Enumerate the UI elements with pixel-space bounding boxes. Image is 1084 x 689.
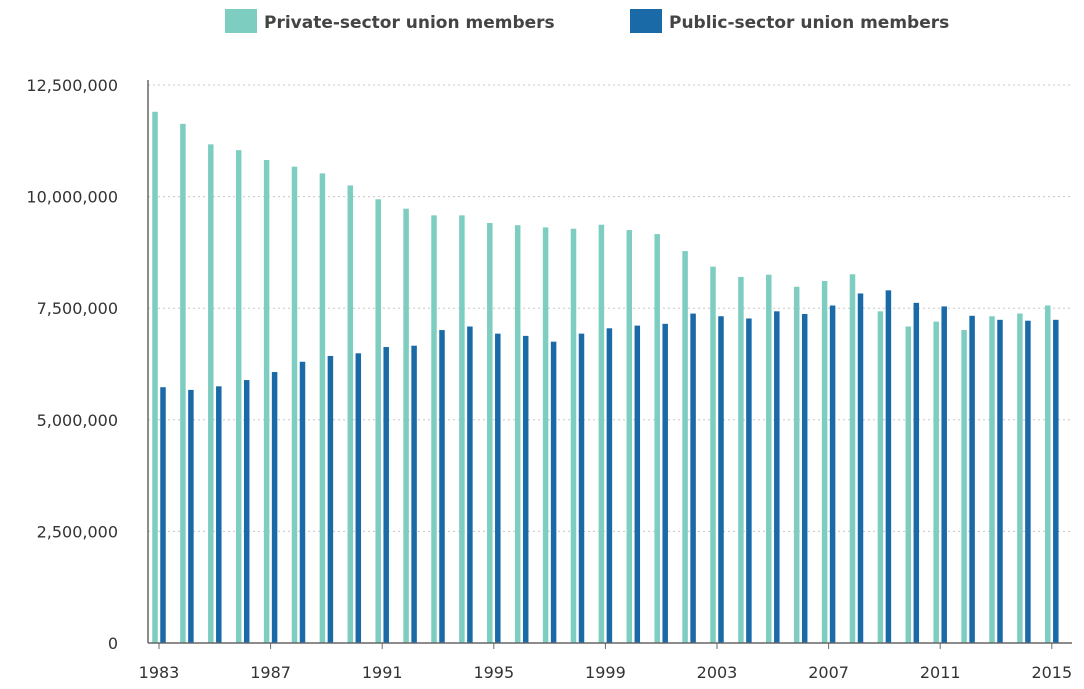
bar-public-2010 bbox=[913, 302, 920, 643]
bar-public-2015 bbox=[1053, 319, 1059, 643]
bar-private-1988 bbox=[291, 166, 298, 643]
bar-public-1993 bbox=[439, 330, 445, 643]
y-tick-label: 10,000,000 bbox=[26, 188, 118, 207]
bar-private-2007 bbox=[821, 280, 828, 643]
bar-public-2012 bbox=[969, 315, 975, 643]
bar-private-1999 bbox=[598, 224, 605, 643]
bar-private-1994 bbox=[459, 215, 465, 643]
bar-private-2010 bbox=[905, 326, 912, 643]
bar-private-1997 bbox=[542, 227, 549, 643]
bar-private-1985 bbox=[208, 144, 214, 643]
bar-private-1990 bbox=[347, 185, 354, 643]
bar-private-2003 bbox=[710, 266, 716, 643]
bar-private-1984 bbox=[180, 123, 186, 644]
bar-private-1991 bbox=[375, 199, 381, 643]
bar-private-1996 bbox=[514, 225, 521, 644]
bar-private-1983 bbox=[152, 111, 158, 643]
bar-private-1989 bbox=[319, 173, 326, 643]
bar-private-2001 bbox=[654, 234, 660, 643]
bar-public-2002 bbox=[690, 313, 696, 643]
legend-swatch-1 bbox=[630, 9, 662, 33]
bar-public-1991 bbox=[383, 347, 389, 643]
bar-public-2006 bbox=[801, 314, 808, 643]
bar-private-2013 bbox=[989, 316, 995, 643]
bar-private-2009 bbox=[877, 311, 884, 643]
bar-public-2008 bbox=[857, 293, 864, 643]
x-tick-label: 1995 bbox=[473, 663, 514, 682]
bar-public-1994 bbox=[467, 326, 473, 643]
x-tick-label: 2007 bbox=[808, 663, 849, 682]
legend-label-0: Private-sector union members bbox=[264, 13, 555, 33]
bar-private-2004 bbox=[738, 276, 744, 643]
x-tick-label: 1999 bbox=[585, 663, 626, 682]
legend-swatch-0 bbox=[225, 9, 257, 33]
x-tick-label: 1987 bbox=[250, 663, 291, 682]
y-tick-label: 12,500,000 bbox=[26, 76, 118, 95]
bar-private-2006 bbox=[793, 286, 800, 643]
bar-public-1986 bbox=[243, 380, 250, 643]
bar-public-1987 bbox=[271, 372, 278, 643]
bar-public-1995 bbox=[495, 333, 501, 643]
bar-public-2005 bbox=[774, 311, 780, 643]
bar-public-2009 bbox=[885, 290, 892, 643]
bar-public-2001 bbox=[662, 323, 668, 643]
y-tick-label: 7,500,000 bbox=[37, 299, 118, 318]
y-tick-label: 2,500,000 bbox=[37, 522, 118, 541]
x-tick-label: 2003 bbox=[697, 663, 738, 682]
bar-public-1992 bbox=[411, 345, 417, 643]
bar-public-2013 bbox=[997, 319, 1003, 643]
bar-private-2008 bbox=[849, 274, 856, 643]
bar-private-2002 bbox=[682, 251, 688, 643]
bar-private-2014 bbox=[1017, 313, 1023, 643]
legend: Private-sector union members Public-secto… bbox=[225, 9, 949, 33]
x-axis-tick-labels: 1983 1987 1991 1995 1999 2003 2007 2011 2015 bbox=[139, 643, 1072, 682]
x-tick-label: 1983 bbox=[139, 663, 180, 682]
bar-public-1988 bbox=[299, 361, 306, 643]
bar-private-2000 bbox=[626, 230, 633, 643]
bar-private-1998 bbox=[570, 228, 577, 644]
bar-private-1995 bbox=[487, 222, 493, 643]
bar-public-1983 bbox=[160, 387, 166, 643]
x-tick-label: 1991 bbox=[362, 663, 403, 682]
bar-public-2004 bbox=[746, 318, 752, 643]
bar-private-1986 bbox=[235, 150, 242, 644]
bar-public-1996 bbox=[522, 335, 529, 643]
x-tick-label: 2011 bbox=[920, 663, 961, 682]
bar-public-2014 bbox=[1025, 320, 1031, 643]
bar-public-2000 bbox=[634, 325, 641, 643]
bar-private-1992 bbox=[403, 208, 409, 643]
bar-public-1984 bbox=[188, 389, 194, 643]
bar-public-1989 bbox=[327, 355, 334, 643]
bar-private-1993 bbox=[431, 215, 437, 643]
y-tick-label: 0 bbox=[108, 634, 118, 653]
bar-public-1997 bbox=[550, 341, 557, 643]
bar-public-2003 bbox=[718, 316, 724, 643]
bar-public-1998 bbox=[578, 333, 585, 643]
axes bbox=[147, 80, 1072, 644]
bar-private-2011 bbox=[933, 321, 939, 643]
y-tick-label: 5,000,000 bbox=[37, 411, 118, 430]
y-axis-tick-labels: 0 2,500,000 5,000,000 7,500,000 10,000,000 12… bbox=[26, 76, 118, 653]
bar-public-2011 bbox=[941, 306, 947, 643]
bar-public-2007 bbox=[829, 305, 836, 643]
bar-public-1999 bbox=[606, 328, 613, 643]
legend-label-1: Public-sector union members bbox=[669, 13, 949, 33]
bar-private-2005 bbox=[766, 274, 772, 643]
bar-public-1990 bbox=[355, 353, 362, 643]
bar-public-1985 bbox=[216, 386, 222, 643]
bars bbox=[152, 111, 1059, 644]
bar-private-2012 bbox=[961, 330, 967, 643]
bar-private-1987 bbox=[263, 160, 270, 643]
bar-private-2015 bbox=[1045, 305, 1051, 643]
x-tick-label: 2015 bbox=[1031, 663, 1072, 682]
